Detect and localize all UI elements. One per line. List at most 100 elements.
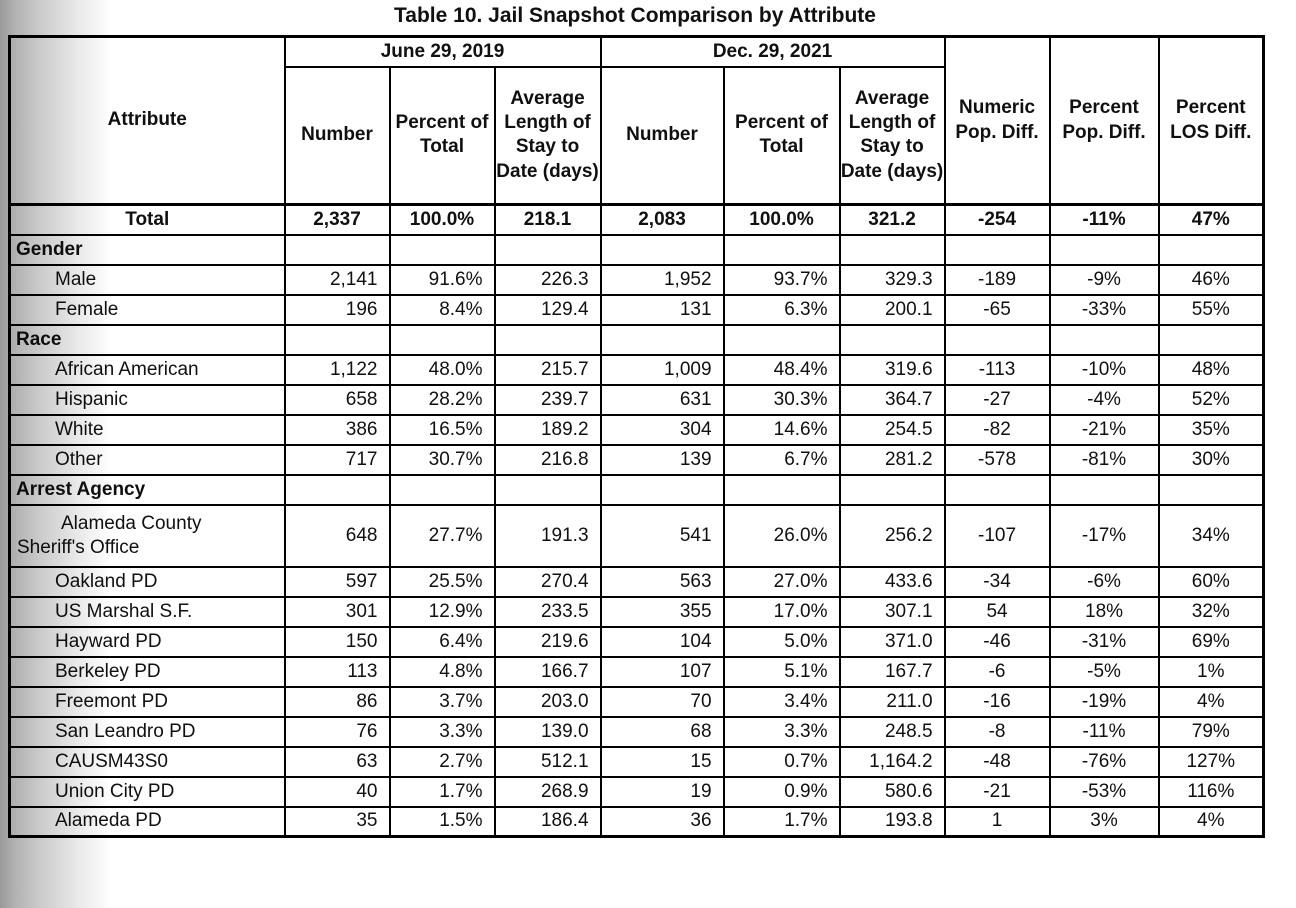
row-label: Hispanic (8, 383, 286, 416)
cell-value: 2.7% (388, 745, 496, 778)
cell-value: 104 (599, 625, 725, 658)
cell-value: 166.7 (493, 655, 602, 688)
row-label: Freemont PD (8, 685, 286, 718)
empty-cell (599, 233, 725, 266)
cell-value: 48% (1157, 353, 1265, 386)
cell-value: -189 (943, 263, 1051, 296)
row-label: Hayward PD (8, 625, 286, 658)
cell-value: -254 (943, 203, 1051, 236)
cell-value: 215.7 (493, 353, 602, 386)
cell-value: -11% (1048, 203, 1160, 236)
cell-value: 563 (599, 565, 725, 598)
table-row: CAUSM43S0 63 2.7% 512.1 15 0.7% 1,164.2 … (8, 745, 1265, 778)
col-header-percent-2021: Percent of Total (722, 65, 841, 206)
cell-value: 139.0 (493, 715, 602, 748)
cell-value: -27 (943, 383, 1051, 416)
empty-cell (493, 233, 602, 266)
cell-value: 226.3 (493, 263, 602, 296)
empty-cell (722, 473, 841, 506)
cell-value: 5.0% (722, 625, 841, 658)
row-label: Alameda County Sheriff's Office (8, 503, 286, 568)
cell-value: 54 (943, 595, 1051, 628)
empty-cell (283, 323, 391, 356)
cell-value: -113 (943, 353, 1051, 386)
cell-value: 27.0% (722, 565, 841, 598)
cell-value: 32% (1157, 595, 1265, 628)
cell-value: 218.1 (493, 203, 602, 236)
cell-value: 1,952 (599, 263, 725, 296)
cell-value: 17.0% (722, 595, 841, 628)
cell-value: -9% (1048, 263, 1160, 296)
cell-value: -11% (1048, 715, 1160, 748)
cell-value: 48.0% (388, 353, 496, 386)
cell-value: 597 (283, 565, 391, 598)
cell-value: 70 (599, 685, 725, 718)
cell-value: 1% (1157, 655, 1265, 688)
cell-value: 100.0% (722, 203, 841, 236)
cell-value: 26.0% (722, 503, 841, 568)
cell-value: 2,337 (283, 203, 391, 236)
cell-value: 186.4 (493, 805, 602, 838)
cell-value: 35 (283, 805, 391, 838)
table-row: Hispanic 658 28.2% 239.7 631 30.3% 364.7… (8, 383, 1265, 416)
cell-value: 301 (283, 595, 391, 628)
empty-cell (1157, 323, 1265, 356)
cell-value: -82 (943, 413, 1051, 446)
cell-value: 113 (283, 655, 391, 688)
cell-value: 321.2 (838, 203, 946, 236)
table-row-total: Total 2,337 100.0% 218.1 2,083 100.0% 32… (8, 203, 1265, 236)
col-header-percent-2019: Percent of Total (388, 65, 496, 206)
row-label: Male (8, 263, 286, 296)
cell-value: 107 (599, 655, 725, 688)
cell-value: 5.1% (722, 655, 841, 688)
cell-value: 150 (283, 625, 391, 658)
row-label: Berkeley PD (8, 655, 286, 688)
empty-cell (1048, 233, 1160, 266)
empty-cell (283, 473, 391, 506)
cell-value: 2,141 (283, 263, 391, 296)
cell-value: -19% (1048, 685, 1160, 718)
cell-value: 189.2 (493, 413, 602, 446)
cell-value: 1.5% (388, 805, 496, 838)
cell-value: 256.2 (838, 503, 946, 568)
section-label: Gender (8, 233, 286, 266)
cell-value: 36 (599, 805, 725, 838)
cell-value: 167.7 (838, 655, 946, 688)
cell-value: -6% (1048, 565, 1160, 598)
cell-value: -6 (943, 655, 1051, 688)
cell-value: 6.4% (388, 625, 496, 658)
cell-value: -5% (1048, 655, 1160, 688)
cell-value: -34 (943, 565, 1051, 598)
cell-value: 79% (1157, 715, 1265, 748)
cell-value: 512.1 (493, 745, 602, 778)
cell-value: -31% (1048, 625, 1160, 658)
empty-cell (388, 323, 496, 356)
cell-value: 4% (1157, 805, 1265, 838)
cell-value: 193.8 (838, 805, 946, 838)
cell-value: -4% (1048, 383, 1160, 416)
cell-value: 86 (283, 685, 391, 718)
empty-cell (599, 473, 725, 506)
cell-value: -578 (943, 443, 1051, 476)
cell-value: 68 (599, 715, 725, 748)
cell-value: 3.4% (722, 685, 841, 718)
cell-value: 35% (1157, 413, 1265, 446)
empty-cell (599, 323, 725, 356)
section-row-race: Race (8, 323, 1265, 356)
cell-value: -17% (1048, 503, 1160, 568)
page-title: Table 10. Jail Snapshot Comparison by At… (394, 4, 876, 27)
cell-value: 129.4 (493, 293, 602, 326)
cell-value: 18% (1048, 595, 1160, 628)
table-row: Freemont PD 86 3.7% 203.0 70 3.4% 211.0 … (8, 685, 1265, 718)
cell-value: 1 (943, 805, 1051, 838)
cell-value: 15 (599, 745, 725, 778)
cell-value: -21 (943, 775, 1051, 808)
section-row-arrest-agency: Arrest Agency (8, 473, 1265, 506)
row-label: White (8, 413, 286, 446)
cell-value: 69% (1157, 625, 1265, 658)
table-row: Union City PD 40 1.7% 268.9 19 0.9% 580.… (8, 775, 1265, 808)
empty-cell (838, 323, 946, 356)
cell-value: 0.7% (722, 745, 841, 778)
cell-value: 127% (1157, 745, 1265, 778)
table-row: Oakland PD 597 25.5% 270.4 563 27.0% 433… (8, 565, 1265, 598)
